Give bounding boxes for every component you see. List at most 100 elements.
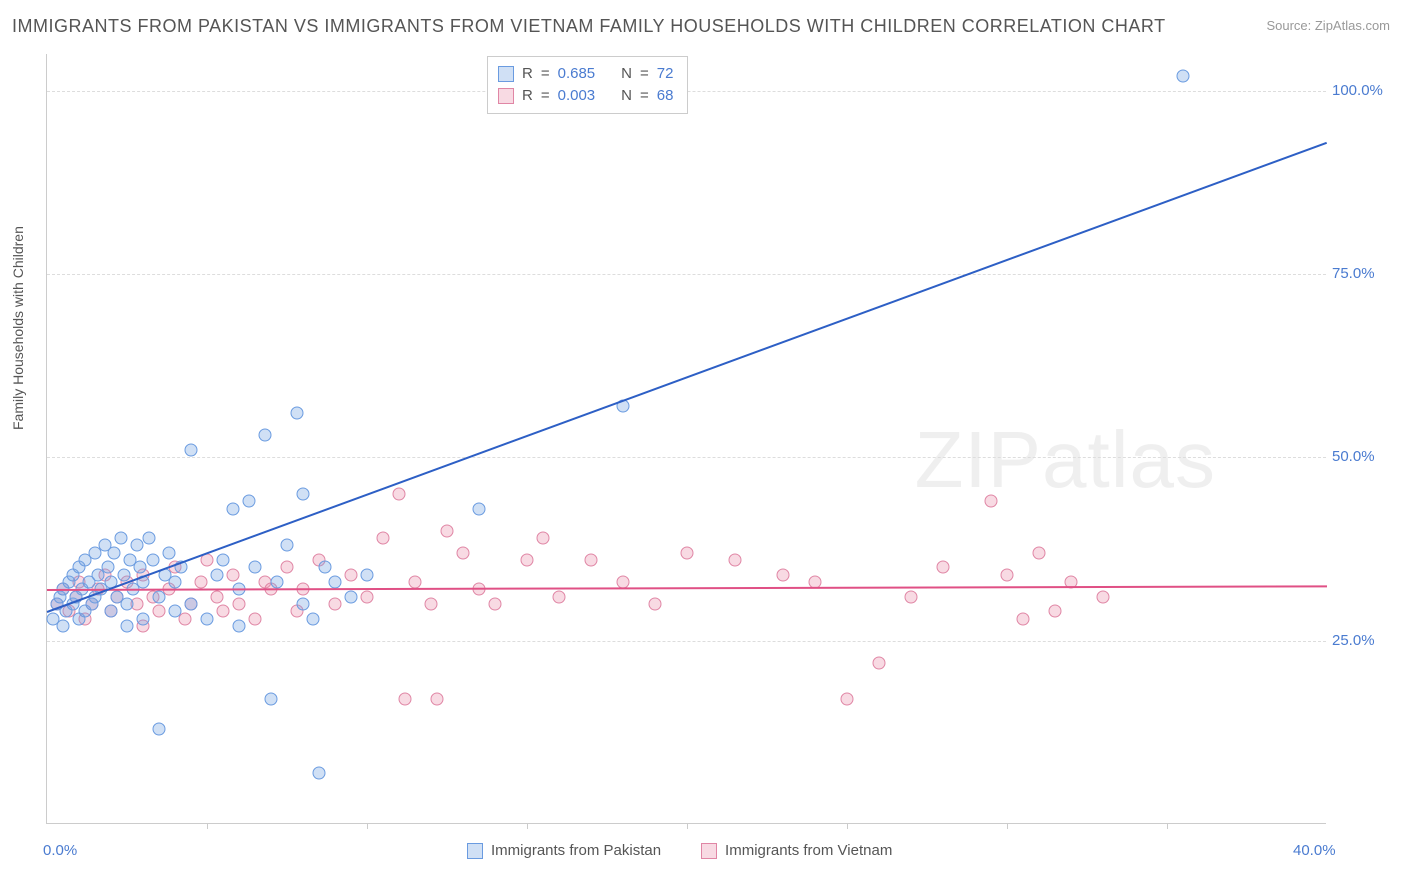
x-tick xyxy=(1007,823,1008,829)
y-tick-label: 50.0% xyxy=(1332,448,1392,465)
data-point-vietnam xyxy=(409,576,422,589)
data-point-vietnam xyxy=(377,532,390,545)
data-point-pakistan xyxy=(258,429,271,442)
x-tick xyxy=(207,823,208,829)
plot-area: ZIPatlas R = 0.685 N = 72 R = 0.003 N = … xyxy=(46,54,1326,824)
data-point-vietnam xyxy=(777,568,790,581)
data-point-pakistan xyxy=(101,561,114,574)
data-point-vietnam xyxy=(441,524,454,537)
data-point-vietnam xyxy=(233,598,246,611)
y-tick-label: 25.0% xyxy=(1332,632,1392,649)
x-tick xyxy=(687,823,688,829)
data-point-pakistan xyxy=(201,612,214,625)
data-point-vietnam xyxy=(194,576,207,589)
eq-sign: = xyxy=(640,63,649,85)
n-label: N xyxy=(621,85,632,107)
data-point-pakistan xyxy=(185,444,198,457)
y-axis-label: Family Households with Children xyxy=(10,226,26,430)
data-point-vietnam xyxy=(1097,590,1110,603)
data-point-pakistan xyxy=(153,590,166,603)
data-point-vietnam xyxy=(345,568,358,581)
r-value-vietnam: 0.003 xyxy=(558,85,596,107)
data-point-vietnam xyxy=(585,554,598,567)
legend-series: Immigrants from Pakistan Immigrants from… xyxy=(467,842,892,859)
data-point-vietnam xyxy=(841,693,854,706)
data-point-pakistan xyxy=(249,561,262,574)
data-point-vietnam xyxy=(521,554,534,567)
eq-sign: = xyxy=(541,85,550,107)
swatch-vietnam xyxy=(701,843,717,859)
data-point-pakistan xyxy=(105,605,118,618)
swatch-pakistan xyxy=(498,66,514,82)
data-point-vietnam xyxy=(226,568,239,581)
r-label: R xyxy=(522,85,533,107)
data-point-pakistan xyxy=(345,590,358,603)
swatch-vietnam xyxy=(498,88,514,104)
r-label: R xyxy=(522,63,533,85)
data-point-vietnam xyxy=(457,546,470,559)
data-point-vietnam xyxy=(1001,568,1014,581)
data-point-vietnam xyxy=(873,656,886,669)
y-tick-label: 100.0% xyxy=(1332,82,1392,99)
data-point-pakistan xyxy=(361,568,374,581)
data-point-vietnam xyxy=(649,598,662,611)
chart-title: IMMIGRANTS FROM PAKISTAN VS IMMIGRANTS F… xyxy=(12,16,1166,37)
data-point-vietnam xyxy=(361,590,374,603)
data-point-pakistan xyxy=(169,576,182,589)
data-point-pakistan xyxy=(133,561,146,574)
data-point-vietnam xyxy=(489,598,502,611)
data-point-pakistan xyxy=(130,539,143,552)
data-point-vietnam xyxy=(393,488,406,501)
data-point-pakistan xyxy=(146,554,159,567)
legend-row-pakistan: R = 0.685 N = 72 xyxy=(498,63,673,85)
data-point-pakistan xyxy=(319,561,332,574)
data-point-pakistan xyxy=(169,605,182,618)
data-point-pakistan xyxy=(271,576,284,589)
series-label-pakistan: Immigrants from Pakistan xyxy=(491,842,661,859)
data-point-pakistan xyxy=(210,568,223,581)
x-tick xyxy=(847,823,848,829)
data-point-pakistan xyxy=(233,620,246,633)
swatch-pakistan xyxy=(467,843,483,859)
data-point-pakistan xyxy=(297,598,310,611)
data-point-vietnam xyxy=(153,605,166,618)
data-point-pakistan xyxy=(117,568,130,581)
data-point-pakistan xyxy=(226,502,239,515)
data-point-vietnam xyxy=(905,590,918,603)
data-point-vietnam xyxy=(217,605,230,618)
data-point-pakistan xyxy=(217,554,230,567)
data-point-vietnam xyxy=(431,693,444,706)
x-tick-label: 0.0% xyxy=(43,842,77,859)
data-point-pakistan xyxy=(290,407,303,420)
data-point-pakistan xyxy=(153,722,166,735)
data-point-vietnam xyxy=(281,561,294,574)
r-value-pakistan: 0.685 xyxy=(558,63,596,85)
data-point-vietnam xyxy=(1049,605,1062,618)
data-point-pakistan xyxy=(143,532,156,545)
data-point-pakistan xyxy=(121,620,134,633)
regression-line xyxy=(47,142,1328,613)
n-value-pakistan: 72 xyxy=(657,63,674,85)
legend-item-vietnam: Immigrants from Vietnam xyxy=(701,842,892,859)
n-label: N xyxy=(621,63,632,85)
data-point-pakistan xyxy=(108,546,121,559)
data-point-vietnam xyxy=(729,554,742,567)
data-point-vietnam xyxy=(985,495,998,508)
data-point-pakistan xyxy=(114,532,127,545)
legend-stats: R = 0.685 N = 72 R = 0.003 N = 68 xyxy=(487,56,688,114)
source-attribution: Source: ZipAtlas.com xyxy=(1266,18,1390,33)
x-tick xyxy=(527,823,528,829)
data-point-pakistan xyxy=(313,766,326,779)
data-point-vietnam xyxy=(210,590,223,603)
data-point-pakistan xyxy=(137,612,150,625)
data-point-pakistan xyxy=(121,598,134,611)
x-tick xyxy=(1167,823,1168,829)
data-point-vietnam xyxy=(537,532,550,545)
eq-sign: = xyxy=(640,85,649,107)
data-point-vietnam xyxy=(249,612,262,625)
data-point-vietnam xyxy=(425,598,438,611)
data-point-pakistan xyxy=(281,539,294,552)
data-point-vietnam xyxy=(553,590,566,603)
data-point-pakistan xyxy=(265,693,278,706)
y-tick-label: 75.0% xyxy=(1332,265,1392,282)
